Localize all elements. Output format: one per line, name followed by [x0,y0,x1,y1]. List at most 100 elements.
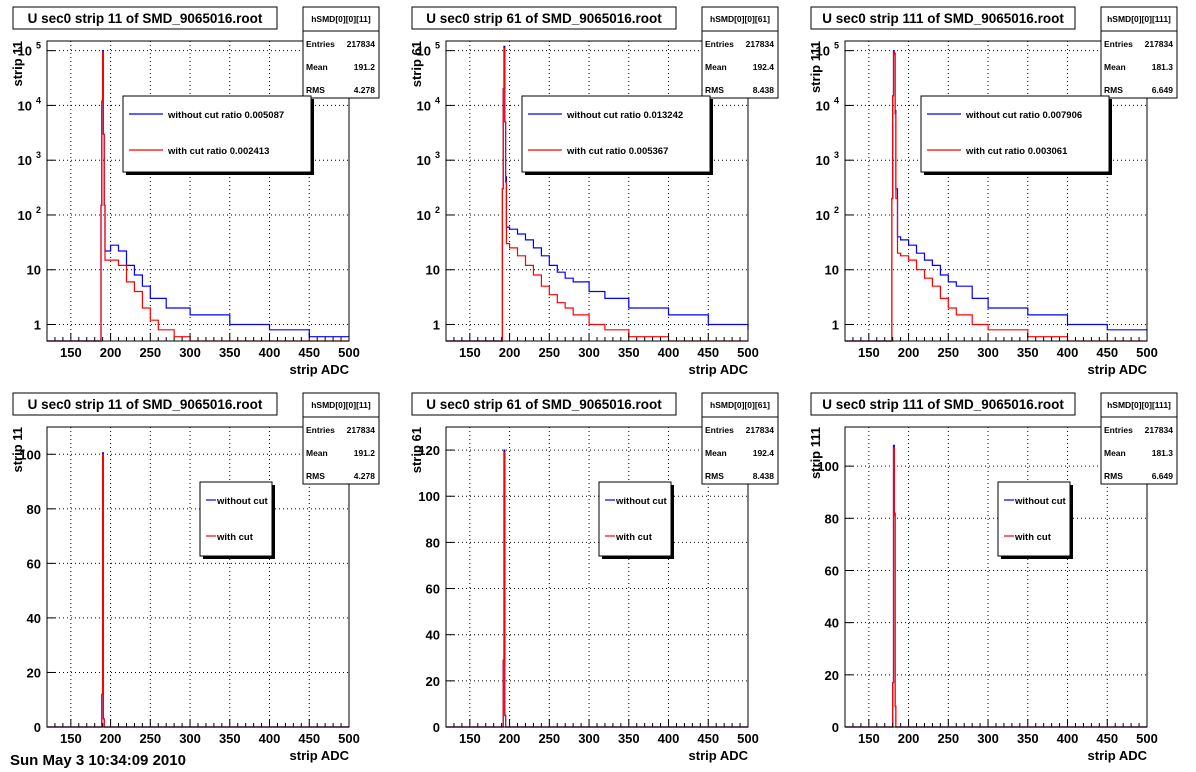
y-tick-label-exponent: 5 [435,41,440,51]
y-tick-label: 80 [825,511,839,526]
series-with-cut [47,453,349,728]
x-axis-title: strip ADC [290,362,350,377]
x-tick-label: 450 [298,731,320,746]
series-with-cut [446,47,748,342]
legend-entry-without-cut: without cut [615,496,667,507]
title-box [12,392,278,416]
x-tick-label: 150 [60,345,82,360]
title-box [810,6,1076,30]
legend-entry-with-cut: with cut [615,532,653,543]
y-tick-label: 20 [825,668,839,683]
x-tick-label: 200 [499,731,521,746]
x-tick-label: 300 [179,345,201,360]
x-tick-label: 450 [697,731,719,746]
x-tick-label: 150 [60,731,82,746]
y-tick-label: 0 [832,720,839,735]
y-tick-label: 10 [825,263,839,278]
x-axis-title: strip ADC [1088,748,1148,763]
legend-entry-without-cut: without cut ratio 0.013242 [566,110,683,121]
y-tick-label-exponent: 3 [834,150,839,160]
x-tick-label: 200 [100,731,122,746]
stats-label: RMS [306,471,325,481]
stats-label: Mean [306,62,328,72]
stats-hist-name: hSMD[0][0][61] [710,400,770,410]
x-tick-label: 350 [219,731,241,746]
legend-entry-without-cut: without cut ratio 0.007906 [965,110,1082,121]
x-tick-label: 350 [1017,345,1039,360]
x-tick-label: 450 [1096,345,1118,360]
stats-label: RMS [306,85,325,95]
x-tick-label: 250 [937,731,959,746]
x-axis-title: strip ADC [1088,362,1148,377]
footer-date: Sun May 3 10:34:09 2010 [10,752,186,769]
stats-entries: 217834 [1145,39,1174,49]
x-tick-label: 450 [697,345,719,360]
legend-entry-with-cut: with cut ratio 0.003061 [965,146,1068,157]
x-tick-label: 250 [937,345,959,360]
stats-hist-name: hSMD[0][0][11] [311,400,371,410]
y-tick-label-exponent: 2 [834,205,839,215]
y-tick-label: 40 [426,628,440,643]
y-tick-label: 20 [426,674,440,689]
stats-mean: 191.2 [354,448,376,458]
x-tick-label: 300 [977,731,999,746]
y-tick-label: 100 [418,489,440,504]
x-tick-label: 400 [658,731,680,746]
legend-entry-with-cut: with cut [1014,532,1052,543]
x-tick-label: 350 [618,731,640,746]
x-tick-label: 400 [1057,345,1079,360]
x-tick-label: 500 [737,731,759,746]
title-box [12,6,278,30]
x-tick-label: 300 [977,345,999,360]
y-tick-label-base: 10 [417,208,431,223]
stats-rms: 6.649 [1152,85,1174,95]
x-tick-label: 500 [1136,345,1158,360]
chart-title: U sec0 strip 61 of SMD_9065016.root [426,11,662,26]
chart-panel: 150 200 250 300 350 400 450 500 1 10 10 2 10 3 10 4 10 5 s… [808,6,1178,377]
x-tick-label: 350 [1017,731,1039,746]
stats-label: Mean [1104,62,1126,72]
x-tick-label: 450 [1096,731,1118,746]
title-box [411,392,677,416]
chart-panel: 150200250300350400450500020406080100120×… [409,392,779,763]
x-tick-label: 150 [459,731,481,746]
stats-label: Entries [1104,39,1133,49]
legend-box [199,481,273,557]
series-with-cut [47,51,349,342]
x-tick-label: 250 [139,345,161,360]
stats-box [701,6,779,99]
y-tick-label: 1 [34,318,41,333]
x-tick-label: 500 [338,345,360,360]
stats-mean: 192.4 [753,448,775,458]
legend-box [122,95,312,173]
stats-rms: 6.649 [1152,471,1174,481]
stats-box [701,392,779,485]
title-box [810,392,1076,416]
series-without-cut [446,45,749,342]
y-tick-label-base: 10 [18,208,32,223]
stats-label: Mean [1104,448,1126,458]
y-tick-label: 20 [27,665,41,680]
chart-panel: 150 200 250 300 350 400 450 500 1 10 10 2 10 3 10 4 10 5 s… [409,6,779,377]
stats-entries: 217834 [347,39,376,49]
stats-label: Entries [306,39,335,49]
series-with-cut [446,451,748,728]
series-without-cut [845,444,1147,728]
y-tick-label: 40 [825,616,839,631]
title-box [411,6,677,30]
stats-box [302,6,380,99]
y-tick-label-base: 10 [417,44,431,59]
legend-entry-with-cut: with cut ratio 0.002413 [167,146,269,157]
chart-title: U sec0 strip 11 of SMD_9065016.root [28,11,263,26]
y-tick-label: 100 [817,459,839,474]
y-tick-label: 60 [825,563,839,578]
stats-entries: 217834 [1145,425,1174,435]
y-axis-title: strip 11 [10,427,25,473]
y-tick-label: 1 [433,318,440,333]
y-tick-label: 0 [433,720,440,735]
stats-rms: 4.278 [354,471,376,481]
x-tick-label: 250 [139,731,161,746]
legend-box [521,95,711,173]
